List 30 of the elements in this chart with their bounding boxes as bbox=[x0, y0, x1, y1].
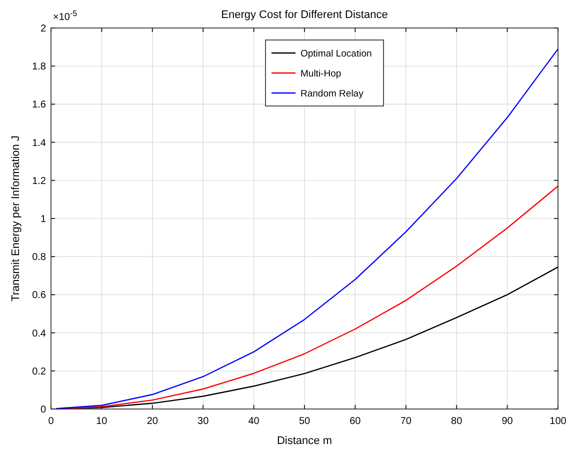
y-tick-label: 0.2 bbox=[32, 366, 46, 378]
legend-label: Optimal Location bbox=[300, 48, 372, 60]
x-tick-label: 20 bbox=[146, 416, 158, 427]
y-tick-label: 0.8 bbox=[32, 252, 46, 264]
y-tick-label: 1 bbox=[40, 214, 46, 225]
y-tick-label: 1.4 bbox=[32, 138, 46, 149]
y-tick-label: 1.2 bbox=[32, 176, 46, 187]
y-tick-label: 0.4 bbox=[32, 328, 46, 340]
x-axis-title: Distance m bbox=[276, 435, 332, 447]
y-tick-label: 0.6 bbox=[32, 290, 46, 302]
x-tick-label: 60 bbox=[350, 416, 362, 427]
legend-label: Multi-Hop bbox=[300, 68, 342, 80]
text: ×10$^{-5}$ bbox=[53, 8, 78, 23]
y-tick-label: 2 bbox=[40, 24, 46, 34]
y-tick-label: 1.6 bbox=[32, 100, 46, 111]
x-tick-label: 30 bbox=[198, 416, 210, 427]
x-tick-label: 10 bbox=[96, 416, 108, 427]
chart-title: Energy Cost for Different Distance bbox=[221, 9, 388, 21]
x-tick-label: 90 bbox=[502, 416, 514, 427]
legend-label: Random Relay bbox=[300, 88, 364, 100]
x-tick-label: 100 bbox=[550, 416, 567, 427]
x-tick-label: 0 bbox=[48, 416, 54, 427]
y-tick-label: 1.8 bbox=[32, 62, 46, 73]
line-series bbox=[55, 48, 559, 410]
y-axis-title: Transmit Energy per Information J bbox=[10, 136, 22, 302]
y-tick-label: 0 bbox=[40, 404, 46, 416]
x-tick-label: 40 bbox=[248, 416, 260, 427]
x-tick-label: 70 bbox=[400, 416, 412, 427]
x-tick-label: 80 bbox=[451, 416, 463, 427]
x-tick-label: 50 bbox=[298, 416, 310, 427]
